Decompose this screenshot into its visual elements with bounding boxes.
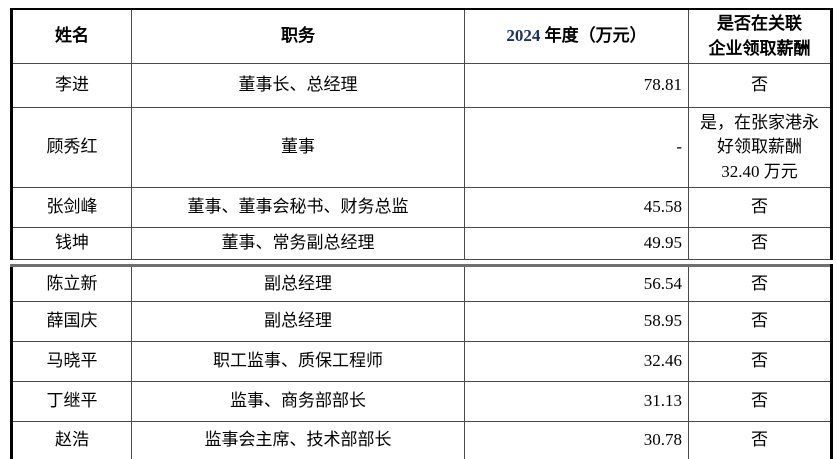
related-cell: 是，在张家港永 好领取薪酬 32.40 万元: [688, 107, 832, 189]
related-cell: 否: [688, 301, 832, 343]
header-name: 姓名: [11, 8, 132, 65]
header-position: 职务: [131, 8, 465, 65]
name-cell: 丁继平: [11, 381, 132, 423]
name-cell: 钱坤: [11, 227, 132, 261]
related-cell: 否: [688, 341, 832, 383]
name-cell: 顾秀红: [11, 107, 132, 189]
name-cell: 赵浩: [11, 421, 132, 459]
header-year-number: 2024: [506, 26, 541, 46]
amount-cell: 31.13: [464, 381, 689, 423]
position-cell: 董事、常务副总经理: [131, 227, 465, 261]
related-cell: 否: [688, 381, 832, 423]
position-cell: 职工监事、质保工程师: [131, 341, 465, 383]
position-cell: 副总经理: [131, 301, 465, 343]
amount-cell: 56.54: [464, 265, 689, 303]
related-cell: 否: [688, 265, 832, 303]
table-row: 李进 董事长、总经理 78.81 否: [11, 63, 832, 109]
position-cell: 董事: [131, 107, 465, 189]
name-cell: 马晓平: [11, 341, 132, 383]
amount-cell: 78.81: [464, 63, 689, 109]
remuneration-table-section-1: 姓名 职务 2024 年度（万元） 是否在关联 企业领取薪酬 李进 董事长、总经…: [10, 8, 833, 261]
related-cell: 否: [688, 421, 832, 459]
amount-cell: 45.58: [464, 187, 689, 229]
header-amount: 2024 年度（万元）: [464, 8, 689, 65]
amount-cell: -: [464, 107, 689, 189]
position-cell: 副总经理: [131, 265, 465, 303]
position-cell: 董事长、总经理: [131, 63, 465, 109]
related-cell: 否: [688, 63, 832, 109]
name-cell: 薛国庆: [11, 301, 132, 343]
amount-cell: 49.95: [464, 227, 689, 261]
table-row: 赵浩 监事会主席、技术部部长 30.78 否: [11, 421, 832, 459]
remuneration-table-area: 姓名 职务 2024 年度（万元） 是否在关联 企业领取薪酬 李进 董事长、总经…: [10, 8, 833, 459]
amount-cell: 30.78: [464, 421, 689, 459]
table-row: 薛国庆 副总经理 58.95 否: [11, 301, 832, 343]
header-row: 姓名 职务 2024 年度（万元） 是否在关联 企业领取薪酬: [11, 8, 832, 65]
amount-cell: 32.46: [464, 341, 689, 383]
position-cell: 董事、董事会秘书、财务总监: [131, 187, 465, 229]
position-cell: 监事会主席、技术部部长: [131, 421, 465, 459]
related-cell: 否: [688, 227, 832, 261]
amount-cell: 58.95: [464, 301, 689, 343]
table-row: 顾秀红 董事 - 是，在张家港永 好领取薪酬 32.40 万元: [11, 107, 832, 189]
table-row: 钱坤 董事、常务副总经理 49.95 否: [11, 227, 832, 261]
header-year-unit: 年度（万元）: [540, 26, 647, 46]
table-row: 陈立新 副总经理 56.54 否: [11, 265, 832, 303]
table-row: 张剑峰 董事、董事会秘书、财务总监 45.58 否: [11, 187, 832, 229]
table-row: 马晓平 职工监事、质保工程师 32.46 否: [11, 341, 832, 383]
name-cell: 张剑峰: [11, 187, 132, 229]
name-cell: 李进: [11, 63, 132, 109]
name-cell: 陈立新: [11, 265, 132, 303]
table-row: 丁继平 监事、商务部部长 31.13 否: [11, 381, 832, 423]
position-cell: 监事、商务部部长: [131, 381, 465, 423]
header-related: 是否在关联 企业领取薪酬: [688, 8, 832, 65]
remuneration-table-section-2: 陈立新 副总经理 56.54 否 薛国庆 副总经理 58.95 否 马晓平 职工…: [10, 264, 833, 459]
related-cell: 否: [688, 187, 832, 229]
cut-off-table-frame: [10, 451, 13, 459]
